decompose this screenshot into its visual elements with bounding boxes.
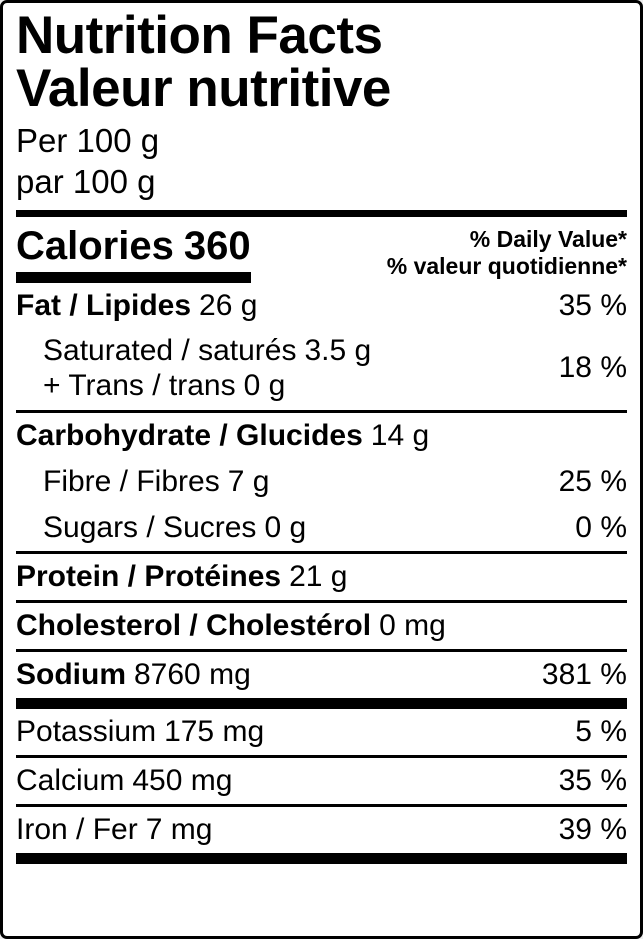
row-protein: Protein / Protéines 21 g xyxy=(16,551,627,600)
saturated-trans-lines: Saturated / saturés 3.5 g + Trans / trans… xyxy=(16,333,371,403)
calories-section: Calories 360 % Daily Value* % valeur quot… xyxy=(16,217,627,283)
row-sugars: Sugars / Sucres 0 g 0 % xyxy=(16,505,627,551)
title-french: Valeur nutritive xyxy=(16,59,391,118)
sodium-daily-value: 381 % xyxy=(541,658,627,691)
calories-value: 360 xyxy=(183,224,251,268)
saturated-name: Saturated / saturés xyxy=(43,334,297,367)
sugars-name: Sugars / Sucres xyxy=(43,511,257,544)
calcium-daily-value: 35 % xyxy=(558,764,627,797)
iron-name-amount: Iron / Fer 7 mg xyxy=(16,813,212,847)
row-fat: Fat / Lipides 26 g 35 % xyxy=(16,283,627,329)
carbohydrate-amount: 14 g xyxy=(370,419,430,452)
calcium-name: Calcium xyxy=(16,764,125,797)
fibre-amount: 7 g xyxy=(227,465,270,498)
sodium-amount: 8760 mg xyxy=(134,658,251,691)
row-saturated-trans: Saturated / saturés 3.5 g + Trans / trans… xyxy=(16,329,627,410)
calories-label: Calories xyxy=(16,224,174,268)
thick-separator-middle xyxy=(16,698,627,709)
saturated-line: Saturated / saturés 3.5 g xyxy=(16,333,371,368)
fat-amount: 26 g xyxy=(199,289,258,322)
thick-separator-top xyxy=(16,210,627,217)
calories-text: Calories 360 xyxy=(16,224,251,268)
title-english: Nutrition Facts xyxy=(16,6,383,65)
row-cholesterol: Cholesterol / Cholestérol 0 mg xyxy=(16,600,627,649)
calcium-amount: 450 mg xyxy=(132,764,233,797)
calories-underline-bar xyxy=(16,272,251,283)
potassium-name: Potassium xyxy=(16,715,157,748)
serving-size-french: par 100 g xyxy=(16,163,156,200)
carbohydrate-name: Carbohydrate / Glucides xyxy=(16,419,363,452)
calcium-name-amount: Calcium 450 mg xyxy=(16,764,232,798)
iron-amount: 7 mg xyxy=(145,813,213,846)
sodium-name: Sodium xyxy=(16,658,126,691)
row-carbohydrate: Carbohydrate / Glucides 14 g xyxy=(16,410,627,459)
trans-name: + Trans / trans xyxy=(43,369,236,402)
footnotes: *5% or less is a little, 15% or more is … xyxy=(16,864,627,936)
row-calcium: Calcium 450 mg 35 % xyxy=(16,755,627,804)
protein-name-amount: Protein / Protéines 21 g xyxy=(16,560,347,594)
potassium-daily-value: 5 % xyxy=(575,715,627,748)
thick-separator-bottom xyxy=(16,853,627,864)
sodium-name-amount: Sodium 8760 mg xyxy=(16,658,251,692)
daily-value-header: % Daily Value* % valeur quotidienne* xyxy=(387,224,627,280)
fibre-daily-value: 25 % xyxy=(558,465,627,498)
protein-amount: 21 g xyxy=(289,560,348,593)
fat-name: Fat / Lipides xyxy=(16,289,192,322)
serving-size-block: Per 100 g par 100 g xyxy=(16,120,627,202)
carbohydrate-name-amount: Carbohydrate / Glucides 14 g xyxy=(16,419,429,453)
cholesterol-amount: 0 mg xyxy=(379,609,446,642)
fat-daily-value: 35 % xyxy=(558,289,627,322)
saturated-trans-daily-value: 18 % xyxy=(558,351,627,384)
daily-value-header-english: % Daily Value* xyxy=(469,226,627,252)
iron-name: Iron / Fer xyxy=(16,813,138,846)
row-potassium: Potassium 175 mg 5 % xyxy=(16,709,627,755)
saturated-amount: 3.5 g xyxy=(304,334,372,367)
sugars-name-amount: Sugars / Sucres 0 g xyxy=(16,511,306,545)
cholesterol-name-amount: Cholesterol / Cholestérol 0 mg xyxy=(16,609,446,643)
sugars-amount: 0 g xyxy=(264,511,307,544)
protein-name: Protein / Protéines xyxy=(16,560,282,593)
fibre-name: Fibre / Fibres xyxy=(43,465,220,498)
sugars-daily-value: 0 % xyxy=(575,511,627,544)
potassium-name-amount: Potassium 175 mg xyxy=(16,715,264,749)
iron-daily-value: 39 % xyxy=(558,813,627,846)
trans-line: + Trans / trans 0 g xyxy=(16,368,371,403)
row-sodium: Sodium 8760 mg 381 % xyxy=(16,649,627,698)
daily-value-header-french: % valeur quotidienne* xyxy=(386,253,627,279)
fat-name-amount: Fat / Lipides 26 g xyxy=(16,289,257,323)
potassium-amount: 175 mg xyxy=(164,715,265,748)
fibre-name-amount: Fibre / Fibres 7 g xyxy=(16,465,269,499)
row-fibre: Fibre / Fibres 7 g 25 % xyxy=(16,459,627,505)
serving-size-english: Per 100 g xyxy=(16,122,160,159)
cholesterol-name: Cholesterol / Cholestérol xyxy=(16,609,372,642)
trans-amount: 0 g xyxy=(243,369,286,402)
row-iron: Iron / Fer 7 mg 39 % xyxy=(16,804,627,853)
calories-block: Calories 360 xyxy=(16,224,251,283)
footnote-english: *5% or less is a little, 15% or more is … xyxy=(16,935,627,936)
